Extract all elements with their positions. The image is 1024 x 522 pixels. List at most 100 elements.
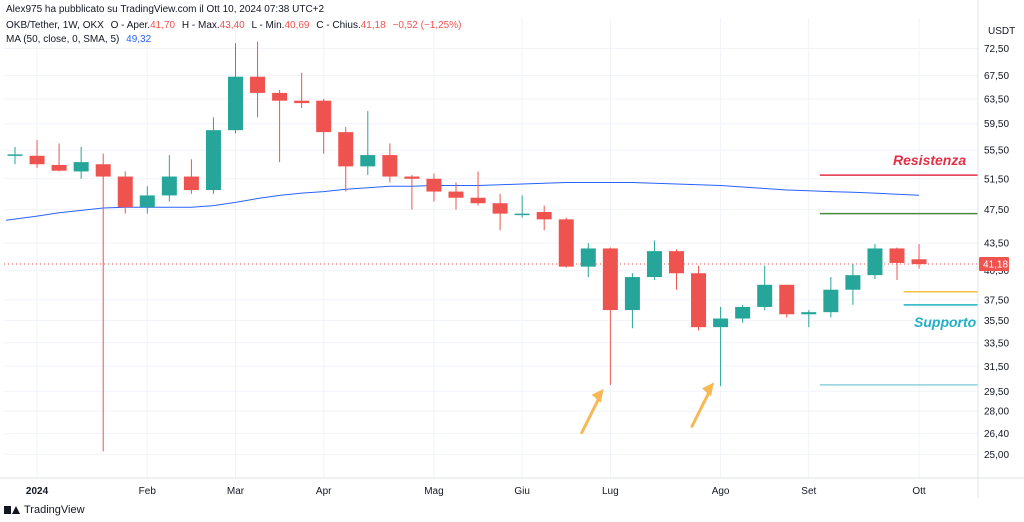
low-label: L - Min. <box>251 20 285 31</box>
x-tick-label: Set <box>801 486 816 497</box>
candle-body <box>183 176 199 191</box>
candle-body <box>514 213 530 216</box>
candle-body <box>801 312 817 315</box>
ma-legend: MA (50, close, 0, SMA, 5) 49,32 <box>6 34 151 45</box>
candle-body <box>602 248 618 311</box>
candle <box>669 249 684 290</box>
candle <box>161 155 177 202</box>
grid-lines <box>4 18 978 478</box>
high-label: H - Max. <box>181 20 220 31</box>
candle <box>7 146 23 165</box>
candle-body <box>691 273 707 328</box>
level-label: Supporto <box>914 314 977 330</box>
candle <box>470 171 486 206</box>
candle-body <box>7 154 23 156</box>
candle <box>404 175 420 210</box>
candle-body <box>492 203 508 214</box>
candle <box>624 273 640 329</box>
candle <box>73 146 89 179</box>
arrow-shaft <box>580 393 603 435</box>
candle <box>514 195 530 218</box>
candle-body <box>713 318 729 328</box>
candle <box>757 265 773 311</box>
candle-body <box>779 284 795 315</box>
time-axis[interactable]: 2024 Feb Mar Apr Mag Giu Lug Ago Set Ott <box>0 477 1024 497</box>
candle <box>426 173 442 202</box>
price-axis[interactable]: USDT 25,00 26,40 28,00 29,50 31,50 33,50 35,50 3… <box>977 0 1015 498</box>
candle-body <box>316 100 332 133</box>
candle-body <box>250 76 266 93</box>
brand-name: TradingView <box>24 504 85 516</box>
candles-layer <box>7 41 927 452</box>
y-tick-label: 43,50 <box>984 239 1009 250</box>
candle-body <box>382 155 398 177</box>
candle-body <box>889 248 905 263</box>
candle-body <box>404 176 420 179</box>
high-value: 43,40 <box>219 20 245 31</box>
candle-body <box>867 248 883 276</box>
candle-body <box>757 284 773 307</box>
arrow-shaft <box>690 386 713 428</box>
candle <box>360 111 376 176</box>
candle-body <box>73 162 89 172</box>
candle <box>911 244 927 269</box>
candle <box>580 243 596 278</box>
candle-body <box>558 219 574 267</box>
candle-body <box>338 132 354 167</box>
candle-body <box>448 191 464 198</box>
candle <box>51 143 67 172</box>
candle-body <box>272 92 288 101</box>
candle <box>801 310 817 328</box>
candle <box>29 140 45 168</box>
x-tick-label: Mar <box>227 486 245 497</box>
y-tick-label: 63,50 <box>984 94 1009 105</box>
arrow-annotations <box>580 382 714 435</box>
currency-label: USDT <box>988 26 1015 37</box>
candle <box>183 159 199 194</box>
candle-body <box>95 164 111 177</box>
candle <box>492 193 508 231</box>
symbol-label: OKB/Tether, 1W, OKX <box>6 20 104 31</box>
level-labels: Resistenza Supporto <box>893 152 977 330</box>
candle <box>205 117 221 194</box>
arrow-icon <box>690 382 714 428</box>
arrow-head <box>591 388 604 403</box>
candle <box>250 41 266 118</box>
x-tick-label: Feb <box>139 486 157 497</box>
tradingview-logo-icon <box>4 505 20 515</box>
x-tick-label: Mag <box>424 486 443 497</box>
candle-body <box>669 251 684 274</box>
candle <box>691 265 707 331</box>
candle-body <box>426 178 442 192</box>
y-tick-label: 29,50 <box>984 387 1009 398</box>
y-tick-label: 31,50 <box>984 362 1009 373</box>
y-tick-label: 55,50 <box>984 146 1009 157</box>
candle <box>602 247 618 385</box>
candle <box>228 43 243 134</box>
y-tick-label: 26,40 <box>984 429 1009 440</box>
ma-line <box>5 182 920 221</box>
x-tick-label: Ott <box>912 486 926 497</box>
candle <box>139 186 155 214</box>
x-tick-label: Giu <box>514 486 530 497</box>
arrow-head <box>701 382 714 397</box>
candle <box>316 98 332 154</box>
candle-body <box>360 155 376 167</box>
open-label: O - Aper. <box>110 20 151 31</box>
candle-body <box>161 176 177 196</box>
price-tag <box>979 257 1009 272</box>
level-lines <box>4 174 978 386</box>
candle <box>117 171 133 214</box>
candle-body <box>117 176 133 208</box>
candle <box>448 182 464 210</box>
y-tick-label: 33,50 <box>984 338 1009 349</box>
moving-average-layer <box>5 182 920 221</box>
footer-brand: TradingView <box>4 504 85 516</box>
candle <box>272 89 288 163</box>
arrow-icon <box>580 388 604 435</box>
candle <box>889 247 905 280</box>
y-tick-label: 67,50 <box>984 71 1009 82</box>
published-note: Alex975 ha pubblicato su TradingView.com… <box>6 4 324 15</box>
candle <box>779 284 795 318</box>
